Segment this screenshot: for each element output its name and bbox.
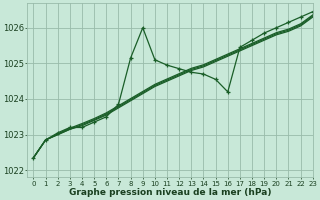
X-axis label: Graphe pression niveau de la mer (hPa): Graphe pression niveau de la mer (hPa): [69, 188, 271, 197]
